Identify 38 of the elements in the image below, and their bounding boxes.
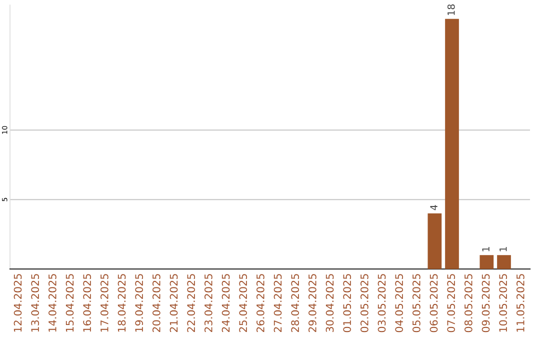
x-tick-label: 11.05.2025 [516, 274, 524, 332]
data-label: 18 [447, 4, 455, 16]
x-tick-label: 13.04.2025 [31, 274, 40, 332]
x-tick-label: 07.05.2025 [447, 274, 456, 332]
x-tick-label: 09.05.2025 [482, 274, 490, 332]
x-tick-label: 08.05.2025 [464, 274, 472, 332]
data-label: 1 [500, 247, 507, 252]
x-tick-label: 12.04.2025 [14, 274, 22, 332]
x-tick-label: 04.05.2025 [395, 274, 404, 332]
x-tick-label: 27.04.2025 [274, 274, 282, 332]
x-tick-label: 16.04.2025 [83, 274, 92, 332]
x-tick-label: 06.05.2025 [430, 274, 438, 332]
x-tick-label: 28.04.2025 [291, 274, 300, 332]
bar [445, 18, 459, 269]
x-tick-label: 29.04.2025 [308, 274, 316, 332]
x-tick-label: 02.05.2025 [360, 274, 368, 332]
x-tick-label: 10.05.2025 [499, 274, 508, 332]
bar [497, 255, 511, 269]
x-tick-label: 30.04.2025 [326, 274, 334, 332]
data-label: 1 [482, 247, 490, 252]
x-tick-label: 15.04.2025 [66, 274, 74, 332]
x-tick-label: 14.04.2025 [48, 274, 56, 332]
bar [428, 213, 442, 269]
x-tick-label: 21.04.2025 [170, 274, 178, 332]
x-tick-label: 19.04.2025 [135, 274, 144, 332]
x-tick-label: 22.04.2025 [187, 274, 196, 332]
x-tick-label: 20.04.2025 [152, 274, 160, 332]
x-tick-label: 24.04.2025 [222, 274, 230, 332]
x-tick-label: 18.04.2025 [118, 274, 126, 332]
x-tick-label: 26.04.2025 [256, 274, 264, 332]
x-tick-label: 03.05.2025 [378, 274, 386, 332]
x-tick-label: 17.04.2025 [100, 274, 108, 332]
x-tick-label: 25.04.2025 [239, 274, 248, 332]
x-tick-label: 01.05.2025 [343, 274, 352, 332]
x-tick-label: 05.05.2025 [412, 274, 420, 332]
bar [480, 255, 494, 269]
data-label: 4 [430, 205, 438, 210]
x-tick-label: 23.04.2025 [204, 274, 212, 332]
